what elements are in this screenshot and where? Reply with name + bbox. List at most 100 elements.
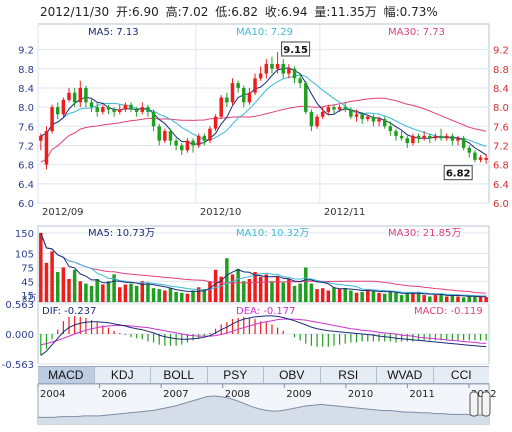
price-ytick-right: 9.2 (493, 46, 509, 57)
candle-body (349, 109, 353, 117)
volume-bar (326, 290, 331, 302)
dif-line (40, 315, 487, 356)
dea-line (40, 318, 487, 346)
volume-ytick: 15 (21, 291, 34, 302)
tab-cci[interactable]: CCI (450, 368, 472, 382)
volume-bar (242, 281, 246, 302)
range-handle[interactable] (481, 391, 491, 417)
candle-body (78, 87, 83, 103)
volume-legend-entry: MA10: 10.32万 (236, 228, 309, 239)
volume-bar (315, 289, 319, 302)
candle-body (292, 68, 297, 79)
low-value: 6.82 (231, 5, 258, 19)
tab-kdj[interactable]: KDJ (95, 367, 151, 383)
volume-bar (253, 272, 257, 302)
volume-bar (50, 251, 54, 302)
volume-ma30-line (40, 232, 487, 294)
volume-bar (236, 268, 240, 302)
volume-bar (101, 284, 105, 302)
price-frame (37, 23, 490, 204)
price-xtick: 2012/11 (324, 207, 366, 218)
candle-body (242, 87, 246, 103)
price-annotation-box (443, 165, 473, 181)
candle-body (450, 135, 455, 141)
price-xtick: 2012/10 (200, 207, 242, 218)
indicator-tab-bar: MACD KDJ BOLL PSY OBV RSI WVAD CCI (38, 366, 489, 384)
candle-body (388, 126, 393, 132)
macd-panel: 0.563 0.000 -0.563 DIF: -0.237 DEA: -0.177 MA… (2, 300, 490, 371)
volume-bar (439, 293, 443, 302)
volume-legend-entry: MA30: 21.85万 (388, 228, 461, 239)
candle-body (253, 78, 257, 93)
price-xtick: 2012/09 (42, 207, 84, 218)
candle-body (416, 135, 421, 139)
volume-bar (461, 297, 466, 302)
volume-bar (366, 289, 370, 302)
volume-bar (304, 267, 308, 302)
candle-body (360, 114, 364, 120)
volume-bar (208, 281, 212, 302)
volume-bar (180, 292, 184, 302)
volume-bar (473, 296, 477, 302)
candle-body (55, 107, 60, 115)
candle-body (371, 116, 376, 122)
candle-body (473, 152, 477, 160)
range-handle[interactable] (469, 391, 479, 417)
volume-bar (168, 288, 173, 302)
history-panel: 20042006200720082009201020112012 (37, 383, 496, 425)
volume-bar (456, 296, 460, 302)
candle-body (315, 116, 319, 127)
volume-label: 量: (314, 5, 330, 19)
tab-wvad[interactable]: WVAD (377, 367, 434, 383)
volume-bar (287, 278, 291, 302)
price-ytick-right: 6.4 (493, 180, 509, 191)
volume-bar (270, 281, 274, 302)
candle-body (101, 107, 105, 112)
history-xtick: 2006 (102, 389, 127, 400)
tab-macd[interactable]: MACD (38, 367, 95, 383)
volume-value: 11.35万 (330, 5, 376, 19)
volume-bar (467, 295, 472, 302)
volume-bar (377, 292, 381, 302)
tab-psy[interactable]: PSY (208, 367, 264, 383)
candle-body (67, 92, 71, 100)
high-value: 7.02 (182, 5, 209, 19)
volume-bar (146, 284, 150, 302)
volume-bar (140, 281, 145, 302)
candle-body (320, 111, 325, 117)
candle-body (84, 87, 88, 103)
volume-bar (258, 276, 263, 302)
volume-bar (281, 282, 285, 302)
volume-bar (298, 283, 302, 302)
volume-ytick: 45 (21, 277, 34, 288)
volume-bar (230, 274, 235, 302)
price-ytick-right: 6.8 (493, 161, 509, 172)
candle-body (44, 131, 49, 165)
quote-header: 2012/11/30 开:6.90 高:7.02 低:6.82 收:6.94 量… (40, 4, 438, 19)
tab-obv[interactable]: OBV (264, 367, 321, 383)
volume-bar (78, 281, 83, 302)
volume-bar (332, 287, 336, 302)
volume-bar (247, 278, 252, 302)
candle-body (95, 107, 99, 112)
candle-body (399, 135, 404, 139)
price-ytick-right: 8.4 (493, 84, 509, 95)
price-ytick-left: 9.2 (18, 46, 34, 57)
volume-bar (264, 274, 269, 302)
volume-bar (388, 291, 393, 302)
candle-body (304, 83, 308, 112)
volume-bar (399, 295, 404, 302)
candle-body (433, 135, 438, 139)
volume-bar (72, 269, 77, 302)
candle-body (208, 128, 212, 141)
candle-body (168, 131, 173, 141)
quote-date: 2012/11/30 (40, 5, 109, 19)
tab-boll[interactable]: BOLL (151, 367, 208, 383)
volume-bar (444, 296, 449, 302)
tab-rsi[interactable]: RSI (321, 367, 377, 383)
candle-body (129, 104, 133, 110)
candle-body (72, 92, 77, 103)
volume-legend-entry: MA5: 10.73万 (88, 228, 155, 239)
volume-bar (196, 287, 201, 302)
